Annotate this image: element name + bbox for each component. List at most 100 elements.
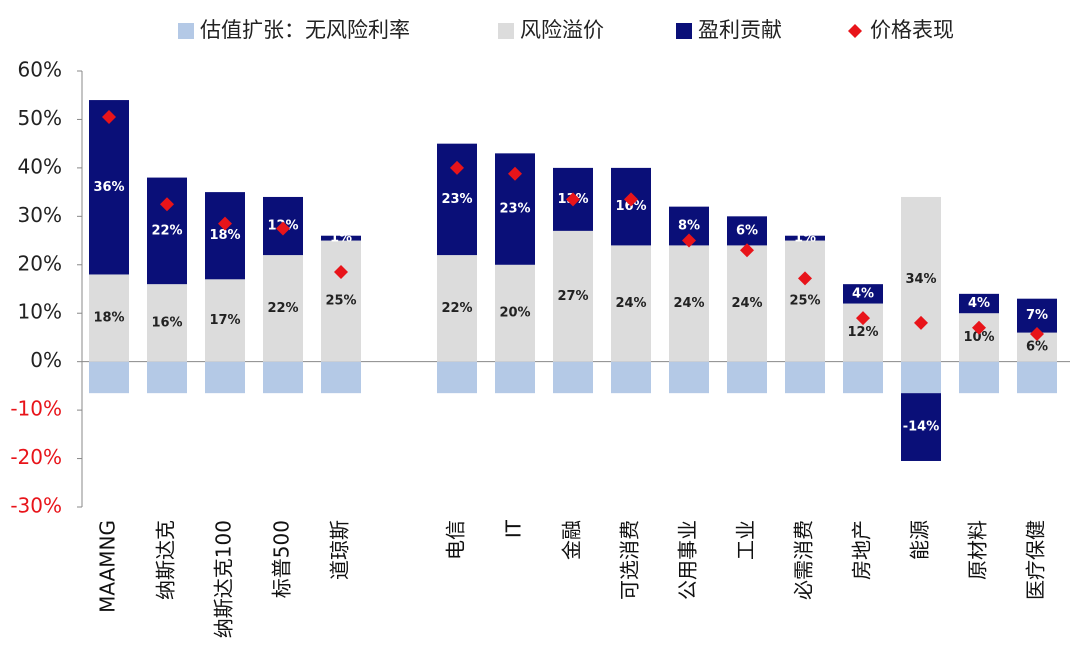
data-label: 23%: [499, 202, 530, 217]
data-label: 22%: [267, 301, 298, 316]
bar-segment: [727, 216, 767, 246]
bar-segment: [901, 196, 941, 362]
bar-segment: [495, 361, 535, 394]
x-tick-label: 道琼斯: [328, 520, 352, 580]
price-marker: [740, 243, 754, 258]
price-marker: [276, 221, 290, 236]
data-label: 1%: [794, 231, 816, 246]
data-label: 18%: [93, 311, 124, 326]
legend-swatch: [178, 23, 194, 39]
y-tick-label: -20%: [10, 445, 62, 469]
y-tick-label: 10%: [18, 300, 62, 324]
bar-segment: [437, 255, 477, 362]
data-label: 25%: [789, 294, 820, 309]
price-marker: [566, 192, 580, 207]
bar-segment: [1017, 298, 1057, 333]
y-tick-label: 20%: [18, 251, 62, 275]
bar-segment: [611, 167, 651, 246]
price-marker: [508, 166, 522, 181]
data-label: 24%: [615, 296, 646, 311]
data-label: 22%: [151, 223, 182, 238]
legend-label: 价格表现: [870, 18, 954, 42]
bar-segment: [437, 361, 477, 394]
x-tick-label: 纳斯达克: [154, 520, 178, 600]
bar-segment: [669, 245, 709, 362]
x-tick-label: 医疗保健: [1024, 520, 1048, 600]
bar-segment: [205, 279, 245, 362]
x-tick-label: 房地产: [850, 520, 874, 580]
bar-segment: [611, 361, 651, 394]
data-label: 27%: [557, 289, 588, 304]
bar-segment: [205, 192, 245, 280]
data-label: 4%: [852, 286, 874, 301]
price-marker: [856, 311, 870, 326]
bar-segment: [205, 361, 245, 394]
bar-segment: [263, 361, 303, 394]
data-label: 24%: [673, 296, 704, 311]
bar-segment: [321, 240, 361, 362]
price-marker: [334, 265, 348, 280]
x-tick-label: MAAMNG: [96, 520, 120, 613]
legend-marker: [848, 24, 862, 38]
x-tick-label: 金融: [560, 520, 584, 560]
price-marker: [1030, 327, 1044, 342]
bar-segment: [727, 245, 767, 362]
bar-segment: [89, 274, 129, 362]
bar-segment: [959, 361, 999, 394]
data-label: 16%: [151, 315, 182, 330]
bar-segment: [843, 361, 883, 394]
bar-segment: [785, 240, 825, 362]
data-label: 16%: [615, 199, 646, 214]
bar-segment: [553, 230, 593, 362]
x-tick-label: 工业: [734, 520, 758, 560]
y-tick-label: 30%: [18, 203, 62, 227]
price-marker: [682, 233, 696, 248]
data-label: 8%: [678, 219, 700, 234]
y-tick-label: 50%: [18, 106, 62, 130]
y-tick-label: -10%: [10, 397, 62, 421]
x-tick-label: 电信: [444, 520, 468, 560]
price-marker: [798, 271, 812, 286]
bar-segment: [785, 235, 825, 241]
x-tick-label: 必需消费: [792, 520, 816, 600]
bar-segment: [901, 393, 941, 461]
bar-segment: [611, 245, 651, 362]
y-tick-label: 40%: [18, 154, 62, 178]
bar-segment: [147, 361, 187, 394]
x-tick-label: 原材料: [966, 520, 990, 580]
bar-segment: [727, 361, 767, 394]
data-label: 1%: [330, 231, 352, 246]
bar-segment: [1017, 361, 1057, 394]
price-marker: [102, 110, 116, 125]
bar-segment: [147, 177, 187, 285]
legend-label: 风险溢价: [520, 18, 604, 42]
bar-segment: [263, 255, 303, 362]
bar-segment: [147, 284, 187, 362]
price-marker: [218, 216, 232, 231]
price-marker: [450, 160, 464, 175]
data-label: 25%: [325, 294, 356, 309]
y-tick-label: -30%: [10, 494, 62, 518]
bar-segment: [959, 293, 999, 314]
x-tick-label: 能源: [908, 520, 932, 560]
y-tick-label: 0%: [30, 348, 62, 372]
bar-segment: [553, 361, 593, 394]
data-label: 20%: [499, 306, 530, 321]
legend-swatch: [498, 23, 514, 39]
bar-segment: [495, 264, 535, 362]
x-tick-label: 公用事业: [676, 520, 700, 600]
legend-label: 估值扩张：无风险利率: [200, 18, 410, 42]
price-marker: [914, 315, 928, 330]
data-label: 34%: [905, 272, 936, 287]
data-label: 7%: [1026, 308, 1048, 323]
data-label: 17%: [209, 313, 240, 328]
x-tick-label: 标普500: [270, 520, 294, 598]
bar-segment: [89, 361, 129, 394]
bar-segment: [321, 361, 361, 394]
data-label: 22%: [441, 301, 472, 316]
x-tick-label: IT: [502, 519, 526, 538]
data-label: 24%: [731, 296, 762, 311]
price-marker: [624, 192, 638, 207]
price-marker: [160, 197, 174, 212]
data-label: 12%: [847, 325, 878, 340]
